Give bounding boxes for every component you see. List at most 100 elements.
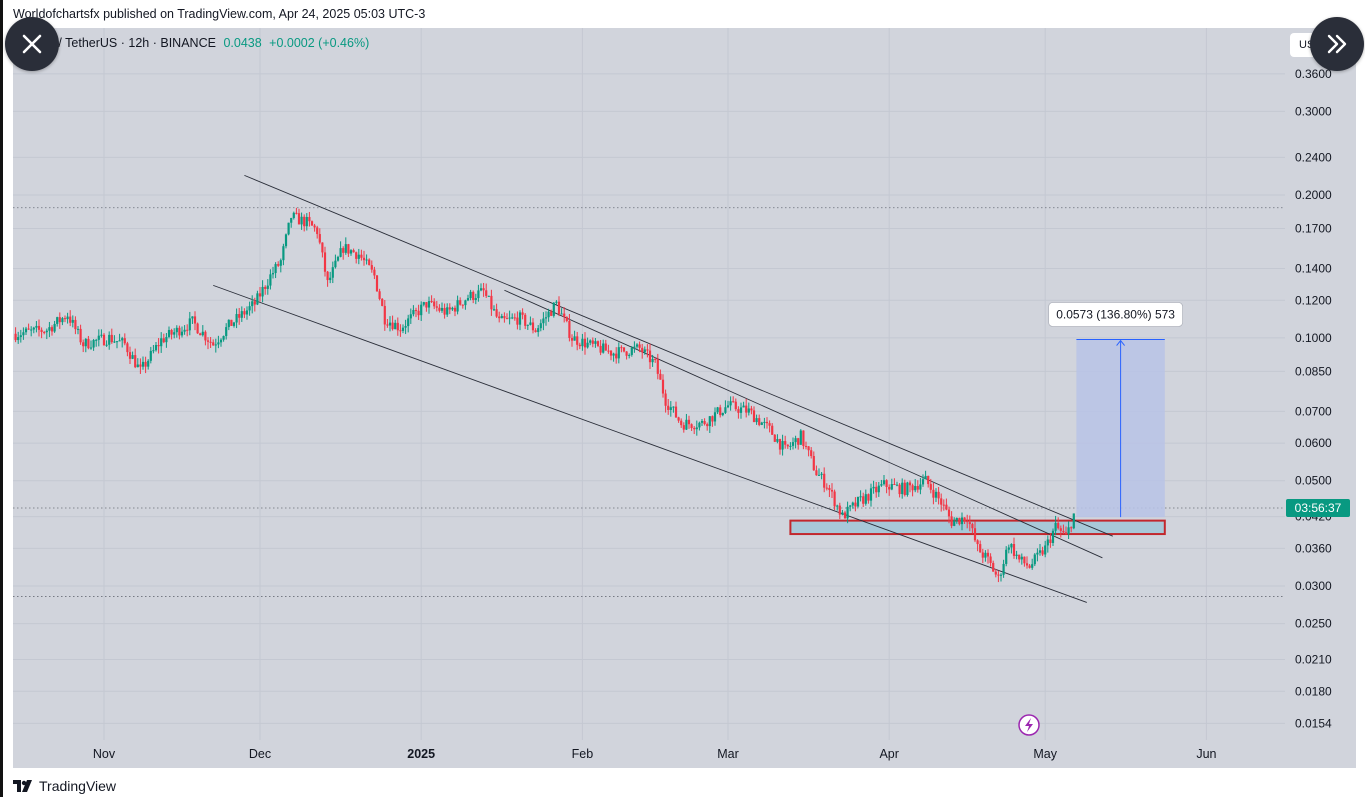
candle-body — [854, 502, 857, 507]
candle-body — [318, 234, 321, 243]
tradingview-footer[interactable]: TradingView — [13, 778, 116, 794]
candle-body — [440, 307, 444, 311]
candle-body — [183, 329, 186, 332]
candle-body — [745, 405, 748, 413]
candle-body — [300, 216, 303, 225]
candle-body — [290, 217, 293, 223]
candle-body — [342, 248, 345, 253]
candle-body — [251, 301, 254, 307]
candle-body — [651, 358, 654, 363]
candle-body — [95, 339, 98, 341]
candle-body — [360, 254, 363, 258]
candle-body — [30, 329, 33, 331]
candle-body — [230, 319, 233, 326]
price-tick-label: 0.2000 — [1295, 188, 1332, 202]
candle-body — [391, 322, 394, 330]
candle-body — [407, 318, 410, 327]
candle-body — [953, 520, 956, 526]
candle-body — [336, 256, 340, 261]
price-tick-label: 0.2400 — [1295, 150, 1332, 164]
candle-body — [154, 345, 158, 351]
candle-body — [35, 325, 38, 328]
candle-body — [633, 346, 636, 348]
candle-body — [1005, 549, 1008, 564]
candle-body — [908, 482, 912, 486]
candle-body — [173, 332, 176, 335]
candle-body — [763, 421, 766, 423]
candle-body — [921, 479, 925, 485]
candle-body — [17, 337, 20, 341]
candle-body — [823, 473, 826, 488]
candle-body — [321, 242, 324, 253]
candle-body — [594, 341, 597, 344]
candle-body — [490, 295, 493, 310]
candle-body — [875, 486, 878, 493]
candle-body — [485, 290, 488, 296]
candle-body — [123, 338, 126, 344]
candle-body — [661, 379, 665, 394]
chart-panel[interactable]: 0.0573 (136.80%) 573 0.3600 0.3000 0.2400 0… — [13, 28, 1356, 768]
price-tick-label: 0.0210 — [1295, 653, 1332, 667]
candle-body — [492, 309, 496, 311]
candle-body — [459, 300, 462, 305]
candle-body — [466, 298, 470, 301]
candle-body — [370, 265, 373, 270]
candle-body — [214, 344, 217, 346]
price-tick-label: 0.0850 — [1295, 364, 1332, 378]
candle-body — [243, 311, 246, 315]
symbol-legend[interactable]: n / TetherUS · 12h · BINANCE 0.0438 +0.0… — [48, 36, 369, 50]
candle-body — [1031, 564, 1034, 568]
candle-body — [235, 314, 238, 323]
price-chart[interactable]: 0.0573 (136.80%) 573 0.36000.30000.24000… — [13, 28, 1356, 768]
candle-body — [128, 352, 132, 359]
candle-body — [856, 496, 860, 507]
candle-body — [87, 338, 90, 349]
price-tick-label: 0.1200 — [1295, 293, 1332, 307]
candle-body — [456, 300, 459, 312]
candle-body — [1044, 545, 1047, 555]
close-button[interactable] — [5, 17, 59, 71]
candle-body — [204, 331, 207, 341]
candle-body — [1067, 527, 1070, 535]
candle-body — [373, 269, 376, 276]
candle-body — [1028, 565, 1031, 568]
candle-body — [568, 320, 571, 338]
candle-body — [139, 364, 142, 367]
chart-grid — [13, 28, 1285, 740]
candle-body — [308, 216, 311, 222]
expand-button[interactable] — [1310, 17, 1364, 71]
candle-body — [435, 306, 438, 308]
candle-body — [248, 306, 251, 311]
candle-body — [906, 482, 909, 495]
time-tick-label: 2025 — [407, 747, 435, 761]
candle-body — [1033, 554, 1036, 565]
candle-body — [992, 562, 995, 572]
candle-body — [50, 327, 54, 332]
candle-body — [833, 491, 836, 507]
price-tick-label: 0.1700 — [1295, 221, 1332, 235]
candle-body — [703, 421, 706, 425]
candle-body — [19, 335, 22, 338]
candle-body — [607, 350, 610, 352]
candle-body — [869, 488, 873, 501]
candle-body — [282, 246, 285, 261]
candle-body — [1070, 527, 1073, 529]
candle-body — [778, 439, 782, 450]
candle-body — [469, 291, 472, 299]
candle-body — [784, 441, 787, 445]
candle-body — [789, 445, 792, 447]
candle-body — [266, 285, 269, 289]
candle-body — [414, 310, 418, 312]
candle-body — [1036, 552, 1039, 555]
candle-body — [524, 314, 527, 326]
candle-body — [713, 412, 717, 422]
candle-body — [765, 421, 769, 424]
candle-body — [700, 421, 704, 423]
candle-body — [838, 505, 841, 515]
candle-body — [581, 338, 584, 347]
candle-body — [186, 329, 189, 331]
candle-body — [477, 290, 480, 299]
candle-body — [344, 244, 347, 253]
price-tick-label: 0.1000 — [1295, 331, 1332, 345]
candle-body — [776, 439, 779, 442]
